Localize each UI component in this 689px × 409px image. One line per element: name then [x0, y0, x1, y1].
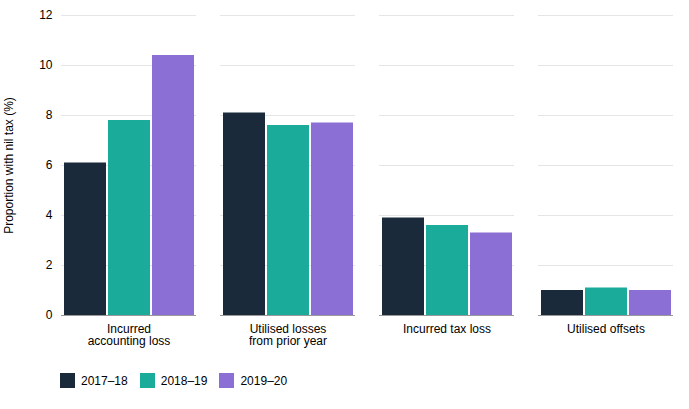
- svg-text:2: 2: [46, 258, 53, 272]
- svg-text:10: 10: [39, 58, 53, 72]
- html-text:2019–20: 2019–20: [240, 373, 288, 388]
- svg-text:Incurred tax loss: Incurred tax loss: [403, 322, 491, 336]
- svg-text:Utilised offsets: Utilised offsets: [567, 322, 645, 336]
- html-text:2017–18: 2017–18: [81, 373, 128, 388]
- svg-text:Utilised lossesfrom prior year: Utilised lossesfrom prior year: [249, 322, 327, 348]
- svg-text:8: 8: [46, 108, 53, 122]
- html-text:2018–19: 2018–19: [160, 373, 208, 388]
- svg-text:0: 0: [46, 308, 53, 322]
- svg-text:12: 12: [39, 8, 53, 22]
- svg-text:Proportion with nil tax (%): Proportion with nil tax (%): [2, 97, 16, 234]
- svg-text:Incurredaccounting loss: Incurredaccounting loss: [88, 322, 171, 348]
- svg-text:6: 6: [46, 158, 53, 172]
- svg-text:4: 4: [46, 208, 53, 222]
